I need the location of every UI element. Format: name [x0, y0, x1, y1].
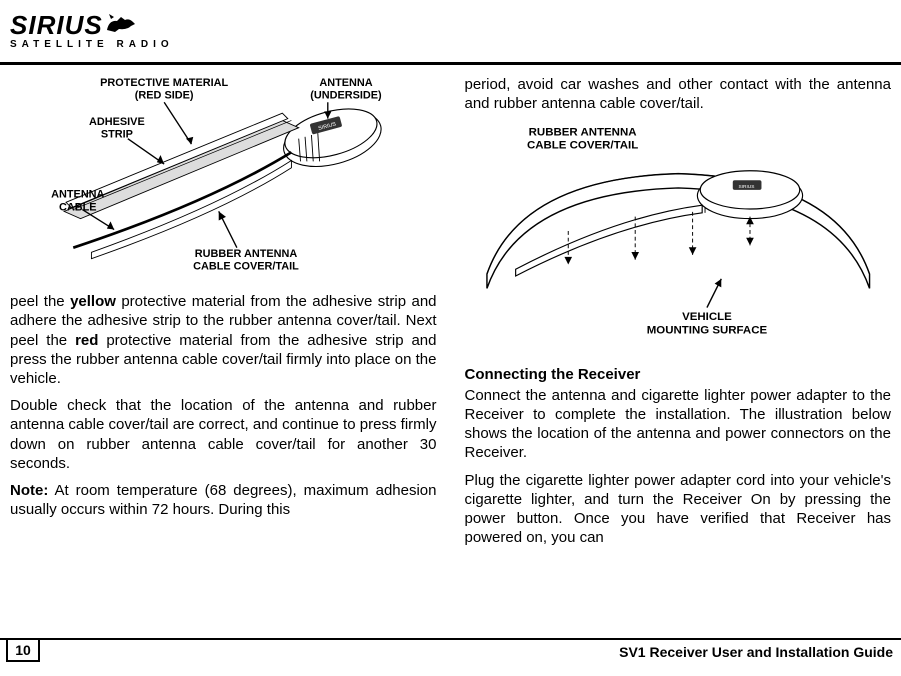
text-bold-red: red — [75, 332, 98, 349]
header-logo: SIRIUS SATELLITE RADIO — [0, 0, 901, 58]
svg-text:(UNDERSIDE): (UNDERSIDE) — [310, 90, 382, 102]
diagram-antenna-install: SIRIUS PROTECTIVE — [10, 75, 437, 275]
left-p1: peel the yellow protective material from… — [10, 292, 437, 388]
right-column: period, avoid car washes and other conta… — [465, 75, 892, 555]
logo-subtitle: SATELLITE RADIO — [10, 39, 891, 50]
svg-text:ANTENNA: ANTENNA — [319, 77, 372, 89]
svg-text:CABLE: CABLE — [59, 201, 97, 213]
text-fragment: peel the — [10, 293, 70, 310]
diagram-vehicle-mount: SIRIUS RUBBER ANTENNA CABLE COVER/TAIL V… — [465, 121, 892, 341]
svg-text:(RED SIDE): (RED SIDE) — [135, 90, 194, 102]
svg-text:STRIP: STRIP — [101, 129, 133, 141]
svg-text:CABLE COVER/TAIL: CABLE COVER/TAIL — [193, 261, 299, 273]
footer-title: SV1 Receiver User and Installation Guide — [619, 642, 893, 660]
svg-text:CABLE COVER/TAIL: CABLE COVER/TAIL — [526, 140, 637, 152]
logo-dog-icon — [105, 12, 139, 34]
left-p2: Double check that the location of the an… — [10, 396, 437, 473]
logo-text: SIRIUS — [10, 10, 103, 41]
svg-text:RUBBER ANTENNA: RUBBER ANTENNA — [528, 127, 636, 139]
left-column: SIRIUS PROTECTIVE — [10, 75, 437, 555]
svg-text:VEHICLE: VEHICLE — [682, 311, 732, 323]
svg-text:ADHESIVE: ADHESIVE — [89, 116, 145, 128]
section-heading-connecting: Connecting the Receiver — [465, 365, 892, 384]
svg-text:RUBBER ANTENNA: RUBBER ANTENNA — [195, 248, 298, 260]
svg-text:ANTENNA: ANTENNA — [51, 189, 104, 201]
left-p3: Note: At room temperature (68 degrees), … — [10, 481, 437, 519]
svg-text:PROTECTIVE MATERIAL: PROTECTIVE MATERIAL — [100, 77, 228, 89]
text-fragment: At room temperature (68 degrees), maximu… — [10, 482, 437, 518]
svg-text:MOUNTING SURFACE: MOUNTING SURFACE — [646, 325, 767, 337]
text-bold-note: Note: — [10, 482, 48, 499]
right-p3: Plug the cigarette lighter power adapter… — [465, 471, 892, 548]
right-p2: Connect the antenna and cigarette lighte… — [465, 386, 892, 463]
content-columns: SIRIUS PROTECTIVE — [0, 75, 901, 555]
divider-top — [0, 62, 901, 65]
text-bold-yellow: yellow — [70, 293, 116, 310]
page-number: 10 — [6, 640, 40, 662]
footer: 10 SV1 Receiver User and Installation Gu… — [0, 638, 901, 662]
svg-text:SIRIUS: SIRIUS — [738, 184, 754, 190]
right-p1: period, avoid car washes and other conta… — [465, 75, 892, 113]
